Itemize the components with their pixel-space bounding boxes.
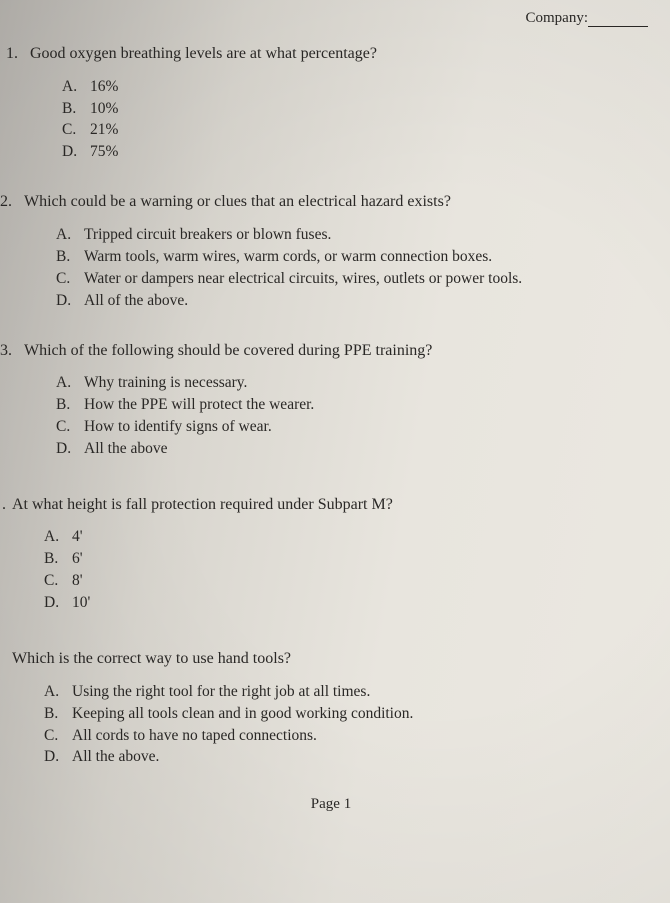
option-3d: D.All the above [56, 439, 656, 460]
question-1-stem: 1. Good oxygen breathing levels are at w… [6, 43, 656, 65]
question-2-stem: 2. Which could be a warning or clues tha… [0, 191, 656, 213]
question-1-text: Good oxygen breathing levels are at what… [30, 43, 656, 65]
question-5-number [2, 648, 12, 670]
question-5-text: Which is the correct way to use hand too… [12, 648, 656, 670]
option-3b: B.How the PPE will protect the wearer. [56, 395, 656, 416]
question-4-options: A.4' B.6' C.8' D.10' [44, 527, 656, 614]
question-5-stem: Which is the correct way to use hand too… [2, 648, 656, 670]
question-1-options: A.16% B.10% C.21% D.75% [62, 77, 656, 164]
option-1c: C.21% [62, 120, 656, 141]
option-5b: B.Keeping all tools clean and in good wo… [44, 704, 656, 725]
question-3-options: A.Why training is necessary. B.How the P… [56, 373, 656, 460]
question-2-number: 2. [0, 191, 24, 213]
option-3a: A.Why training is necessary. [56, 373, 656, 394]
option-4d: D.10' [44, 593, 656, 614]
question-3-text: Which of the following should be covered… [24, 340, 656, 362]
option-1b: B.10% [62, 99, 656, 120]
question-5-options: A.Using the right tool for the right job… [44, 682, 656, 769]
page-number: Page 1 [6, 796, 656, 813]
option-4a: A.4' [44, 527, 656, 548]
option-2c: C.Water or dampers near electrical circu… [56, 269, 656, 290]
option-4c: C.8' [44, 571, 656, 592]
option-2d: D.All of the above. [56, 291, 656, 312]
question-3: 3. Which of the following should be cove… [0, 340, 656, 460]
company-field: Company: [6, 10, 656, 27]
question-4-text: At what height is fall protection requir… [12, 494, 656, 516]
company-label: Company: [526, 10, 589, 26]
question-3-number: 3. [0, 340, 24, 362]
option-1a: A.16% [62, 77, 656, 98]
question-4-stem: . At what height is fall protection requ… [2, 494, 656, 516]
question-2-options: A.Tripped circuit breakers or blown fuse… [56, 225, 656, 312]
question-3-stem: 3. Which of the following should be cove… [0, 340, 656, 362]
question-4: . At what height is fall protection requ… [2, 494, 656, 614]
question-5: Which is the correct way to use hand too… [2, 648, 656, 768]
question-2-text: Which could be a warning or clues that a… [24, 191, 656, 213]
option-2a: A.Tripped circuit breakers or blown fuse… [56, 225, 656, 246]
option-3c: C.How to identify signs of wear. [56, 417, 656, 438]
option-2b: B.Warm tools, warm wires, warm cords, or… [56, 247, 656, 268]
option-4b: B.6' [44, 549, 656, 570]
option-1d: D.75% [62, 142, 656, 163]
question-2: 2. Which could be a warning or clues tha… [0, 191, 656, 311]
question-1-number: 1. [6, 43, 30, 65]
company-blank [588, 12, 648, 27]
option-5c: C.All cords to have no taped connections… [44, 726, 656, 747]
question-4-number: . [2, 494, 12, 516]
option-5d: D.All the above. [44, 747, 656, 768]
question-1: 1. Good oxygen breathing levels are at w… [6, 43, 656, 163]
option-5a: A.Using the right tool for the right job… [44, 682, 656, 703]
